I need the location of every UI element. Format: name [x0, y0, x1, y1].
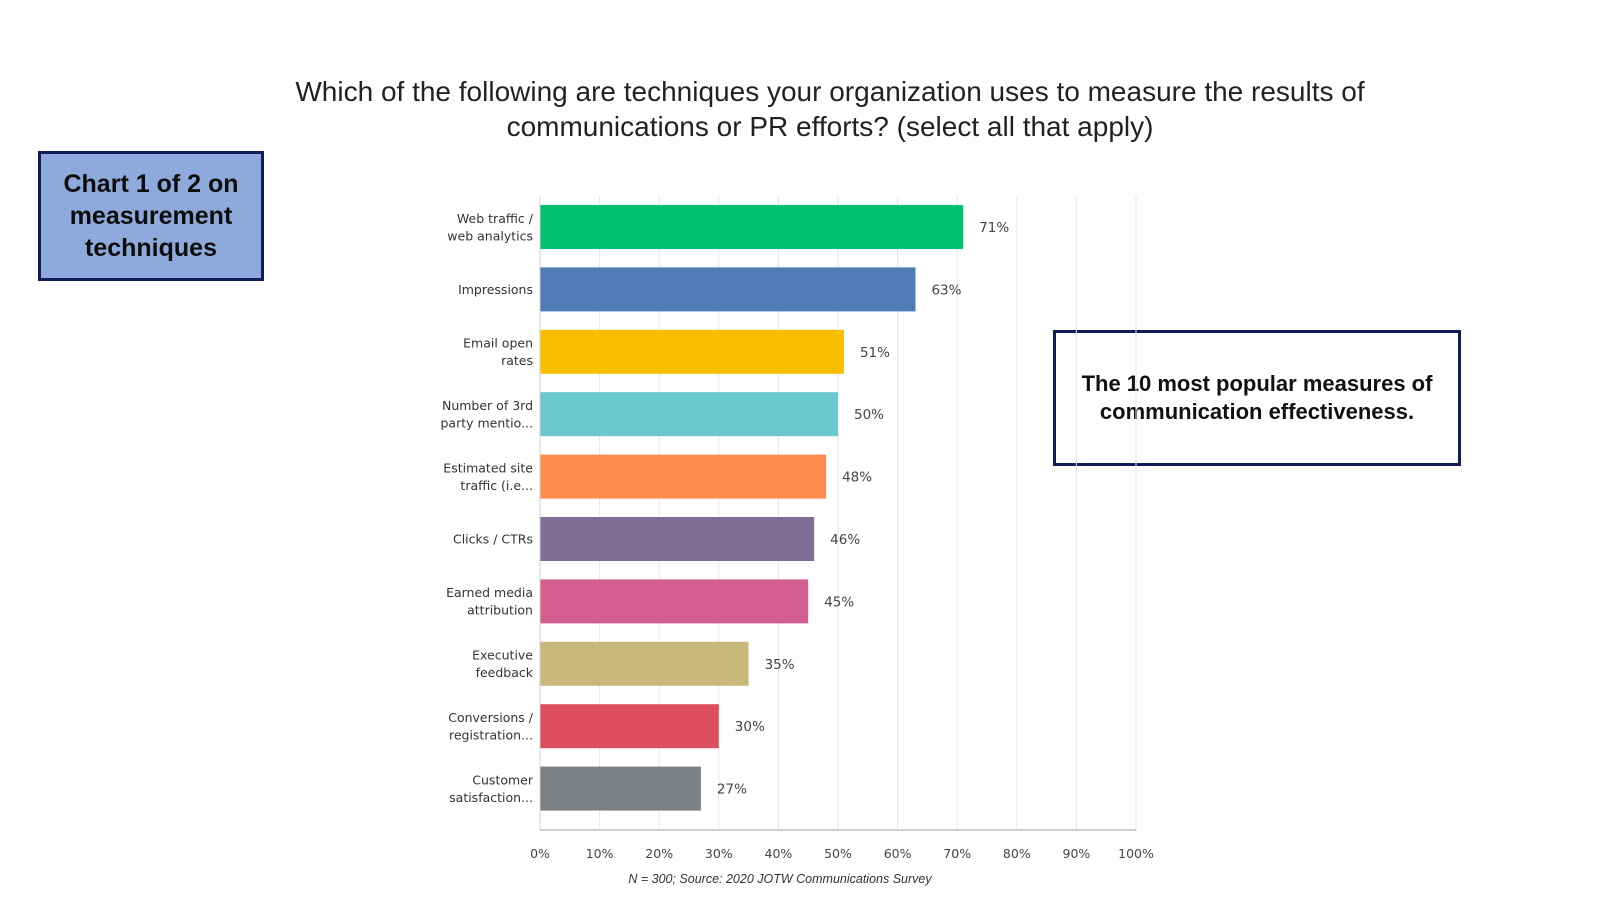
- category-label-line: Estimated site: [443, 460, 533, 475]
- bar: [540, 641, 749, 686]
- x-tick-label: 20%: [645, 846, 673, 861]
- x-tick-label: 80%: [1003, 846, 1031, 861]
- chart-title: Which of the following are techniques yo…: [295, 76, 1365, 142]
- x-tick-label: 0%: [530, 846, 550, 861]
- category-label-line: Executive: [472, 648, 533, 663]
- data-label: 50%: [854, 407, 884, 423]
- data-label: 51%: [860, 345, 890, 361]
- summary-callout: The 10 most popular measures of communic…: [1053, 330, 1461, 466]
- bar: [540, 517, 815, 561]
- data-label: 35%: [765, 657, 795, 673]
- category-label-line: rates: [501, 353, 533, 368]
- category-label-line: Number of 3rd: [442, 398, 533, 413]
- category-label-line: feedback: [476, 665, 534, 680]
- category-label-line: registration...: [449, 727, 533, 742]
- x-tick-label: 30%: [705, 846, 733, 861]
- category-label: Earned media attribution: [446, 585, 533, 618]
- category-label: Executive feedback: [472, 648, 534, 681]
- category-label: Estimated site traffic (i.e...: [443, 460, 533, 493]
- category-label-line: satisfaction...: [449, 790, 533, 805]
- x-tick-label: 60%: [884, 846, 912, 861]
- category-label-line: traffic (i.e...: [460, 478, 533, 493]
- bar: [540, 267, 916, 312]
- bar: [540, 766, 701, 811]
- bar: [540, 579, 809, 624]
- category-label-line: Web traffic /: [457, 211, 534, 226]
- bar: [540, 392, 838, 437]
- data-label: 48%: [842, 470, 872, 486]
- category-label-line: Email open: [463, 336, 533, 351]
- x-tick-label: 70%: [943, 846, 971, 861]
- x-tick-label: 50%: [824, 846, 852, 861]
- x-tick-label: 100%: [1118, 846, 1154, 861]
- category-label: Customer satisfaction...: [449, 772, 534, 805]
- category-label-line: Earned media: [446, 585, 533, 600]
- category-label-line: web analytics: [447, 228, 533, 243]
- category-label: Impressions: [458, 282, 533, 297]
- data-label: 46%: [830, 532, 860, 548]
- data-label: 45%: [824, 594, 854, 610]
- x-tick-label: 10%: [586, 846, 614, 861]
- chart-number-callout: Chart 1 of 2 on measurement techniques: [38, 151, 264, 281]
- category-label-line: party mentio...: [440, 415, 533, 430]
- bar: [540, 704, 719, 749]
- category-label-line: Clicks / CTRs: [453, 532, 533, 547]
- source-note: N = 300; Source: 2020 JOTW Communication…: [628, 872, 932, 886]
- data-label: 30%: [735, 719, 765, 735]
- data-label: 71%: [979, 220, 1009, 236]
- category-label: Number of 3rd party mentio...: [440, 398, 533, 431]
- category-label-line: Impressions: [458, 282, 533, 297]
- x-tick-label: 90%: [1063, 846, 1091, 861]
- data-label: 27%: [717, 782, 747, 798]
- category-label: Clicks / CTRs: [453, 532, 533, 547]
- bar: [540, 205, 964, 249]
- category-label: Email open rates: [463, 336, 533, 369]
- category-label: Conversions / registration...: [448, 710, 534, 743]
- category-label: Web traffic / web analytics: [447, 211, 533, 244]
- category-label-line: Customer: [472, 772, 534, 787]
- x-tick-label: 40%: [765, 846, 793, 861]
- category-label-line: Conversions /: [448, 710, 534, 725]
- bar: [540, 454, 827, 499]
- bar: [540, 329, 844, 374]
- category-label-line: attribution: [467, 603, 533, 618]
- data-label: 63%: [931, 282, 961, 298]
